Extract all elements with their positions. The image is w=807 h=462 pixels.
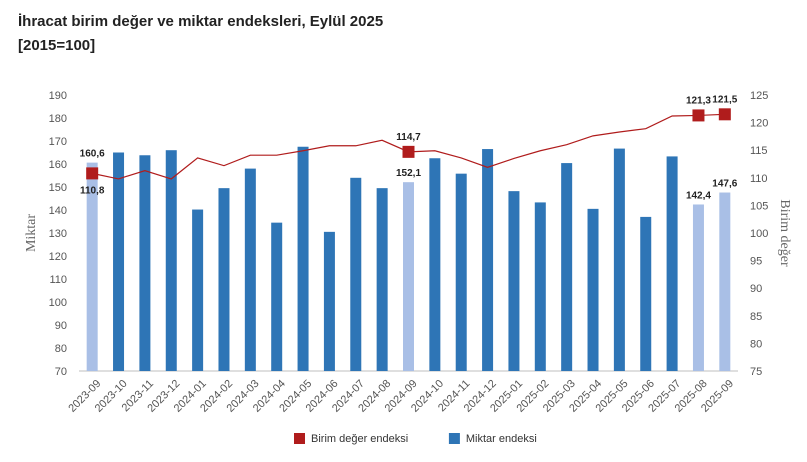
y-left-axis-title: Miktar (24, 214, 39, 252)
bar (376, 188, 388, 371)
y-right-tick-label: 105 (750, 200, 768, 212)
bar (403, 182, 414, 371)
y-left-tick-label: 70 (55, 366, 67, 378)
bar-data-label: 142,4 (686, 190, 711, 201)
chart-title: İhracat birim değer ve miktar endeksleri… (18, 10, 383, 58)
y-left-tick-label: 160 (49, 159, 67, 171)
y-right-tick-label: 85 (750, 311, 762, 323)
y-right-tick-label: 120 (750, 118, 768, 130)
bar (455, 173, 467, 371)
y-left-tick-label: 120 (49, 251, 67, 263)
y-right-tick-label: 75 (750, 366, 762, 378)
line-data-label: 110,8 (80, 185, 105, 196)
y-left-tick-label: 80 (55, 343, 67, 355)
line-marker (692, 109, 705, 122)
bar (692, 204, 704, 371)
chart-title-line2: [2015=100] (18, 37, 96, 54)
y-right-tick-label: 115 (750, 145, 768, 157)
y-left-tick-label: 180 (49, 113, 67, 125)
y-left-tick-label: 110 (49, 274, 67, 286)
bar (561, 163, 573, 371)
bar (587, 208, 599, 371)
y-right-tick-label: 100 (750, 228, 768, 240)
legend-swatch (448, 433, 460, 444)
legend-label: Birim değer endeksi (311, 433, 408, 445)
bar (192, 209, 204, 371)
y-right-tick-label: 95 (750, 256, 762, 268)
bar (86, 162, 98, 371)
bar (613, 148, 625, 371)
line-marker (86, 167, 99, 180)
line-marker (718, 108, 731, 121)
y-right-tick-label: 110 (750, 173, 768, 185)
legend-swatch (294, 433, 305, 444)
bar (508, 191, 520, 371)
bar-data-label: 160,6 (80, 149, 105, 160)
chart-title-line1: İhracat birim değer ve miktar endeksleri… (18, 13, 384, 30)
y-right-tick-label: 125 (750, 90, 768, 102)
y-left-tick-label: 140 (49, 205, 67, 217)
y-left-tick-label: 130 (49, 228, 67, 240)
bar (719, 192, 731, 371)
y-right-tick-label: 90 (750, 283, 762, 295)
bar (429, 158, 441, 371)
line-data-label: 121,5 (712, 94, 737, 105)
y-left-tick-label: 150 (49, 182, 67, 194)
line-data-label: 121,3 (686, 95, 711, 106)
bar (323, 231, 335, 371)
bar (165, 150, 177, 371)
y-right-tick-label: 80 (750, 338, 762, 350)
legend-label: Miktar endeksi (466, 433, 537, 445)
y-left-tick-label: 90 (55, 320, 67, 332)
bar (113, 152, 125, 371)
line-data-label: 114,7 (396, 132, 421, 143)
bar (244, 168, 256, 371)
bar (218, 188, 230, 371)
bar-data-label: 147,6 (712, 179, 737, 190)
bar (350, 177, 362, 371)
y-left-tick-label: 190 (49, 90, 67, 102)
bar (666, 156, 678, 371)
bar (139, 155, 151, 371)
y-right-axis-title: Birim değer (777, 199, 792, 267)
bar-data-label: 152,1 (396, 168, 421, 179)
bar (640, 216, 652, 371)
bar (534, 202, 546, 371)
y-left-tick-label: 170 (49, 136, 67, 148)
bar (482, 149, 494, 371)
bar (271, 222, 283, 371)
y-left-tick-label: 100 (49, 297, 67, 309)
line-marker (402, 145, 415, 158)
bar (297, 146, 309, 371)
